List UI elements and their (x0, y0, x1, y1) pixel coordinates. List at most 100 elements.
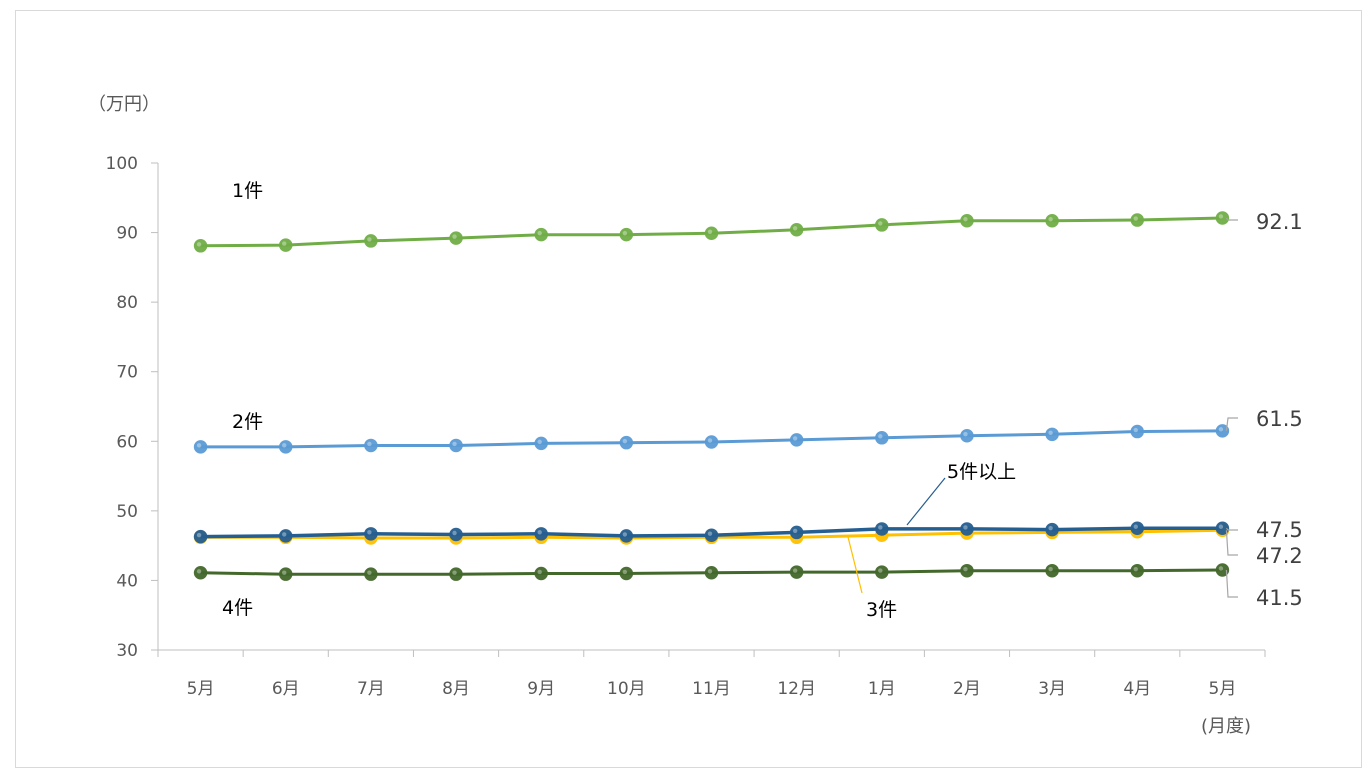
data-point-highlight (1218, 214, 1224, 219)
end-value-label: 47.5 (1256, 518, 1303, 542)
data-point (960, 213, 974, 228)
data-point (1045, 427, 1059, 442)
data-point (1215, 521, 1230, 535)
data-point (789, 525, 804, 540)
data-point-highlight (282, 532, 287, 537)
data-point-highlight (537, 530, 542, 535)
data-point (875, 431, 889, 445)
data-point (1215, 424, 1230, 438)
data-point-highlight (1218, 427, 1224, 432)
x-tick-label: 1月 (868, 679, 896, 699)
axes: 30 40 50 60 70 80 90 100 5月 6月 7月 8月 9月 10月 11月 12月 1月 2月… (88, 94, 1266, 737)
leader-line-3 (847, 536, 863, 594)
data-point (449, 567, 463, 581)
data-point-highlight (282, 241, 287, 246)
data-point (960, 428, 974, 443)
data-point (619, 435, 634, 450)
y-tick-label: 30 (116, 641, 138, 661)
data-point-highlight (196, 569, 202, 574)
data-point-highlight (537, 569, 542, 575)
series-name-label: 2件 (232, 411, 263, 433)
data-point (1045, 522, 1059, 537)
series-name-label: 1件 (232, 180, 263, 202)
data-point-highlight (1048, 430, 1053, 436)
y-tick-label: 100 (106, 154, 138, 174)
data-point-highlight (1048, 217, 1053, 222)
data-point-highlight (1048, 566, 1053, 572)
x-tick-label: 10月 (607, 679, 646, 699)
x-tick-label: 9月 (527, 679, 555, 699)
data-point-highlight (1218, 524, 1224, 529)
data-point-highlight (537, 439, 542, 445)
data-point-highlight (622, 438, 628, 444)
leader-line-5 (906, 477, 946, 526)
data-point-highlight (963, 217, 968, 222)
data-point (364, 567, 378, 581)
data-point-highlight (1218, 566, 1224, 571)
end-value-label: 47.2 (1256, 544, 1303, 568)
data-point-highlight (367, 570, 372, 575)
data-point (534, 527, 548, 541)
end-label-leader (1225, 569, 1238, 598)
x-axis-unit: (月度) (1201, 716, 1251, 737)
data-point (1130, 424, 1145, 439)
data-point (875, 565, 889, 579)
data-point (193, 529, 208, 544)
data-point-highlight (1048, 525, 1053, 531)
data-point-highlight (963, 432, 968, 437)
data-point-highlight (878, 568, 883, 573)
data-point (364, 527, 378, 541)
data-point (449, 438, 463, 453)
data-point-highlight (963, 525, 968, 530)
data-point (278, 529, 293, 543)
data-point-highlight (367, 530, 372, 535)
end-value-label: 61.5 (1256, 407, 1303, 431)
data-point (875, 522, 889, 536)
data-point-highlight (452, 234, 457, 239)
data-point-highlight (707, 531, 713, 536)
y-tick-label: 80 (116, 293, 138, 313)
chart-frame (15, 10, 1362, 768)
x-tick-label: 11月 (692, 679, 731, 699)
data-point-highlight (537, 230, 542, 236)
data-point (704, 435, 719, 449)
series-name-label: 4件 (222, 597, 253, 619)
end-value-label: 92.1 (1256, 210, 1303, 234)
data-point-highlight (452, 570, 457, 575)
data-point (1215, 211, 1230, 225)
x-tick-label: 8月 (442, 679, 470, 699)
x-tick-label: 6月 (272, 679, 300, 699)
data-point (1130, 521, 1145, 535)
data-point-highlight (792, 568, 798, 573)
data-point (278, 567, 293, 581)
x-tick-label: 12月 (777, 679, 816, 699)
labels: 1件 2件 3件 5件以上 4件 92.1 61.5 47.247.5 41.5 (222, 180, 1303, 621)
data-point-highlight (792, 528, 798, 534)
data-point-highlight (196, 532, 202, 538)
data-point-highlight (707, 438, 713, 443)
data-point (534, 227, 548, 242)
data-point (960, 522, 974, 536)
data-point-highlight (1133, 427, 1138, 433)
data-point-highlight (452, 441, 457, 447)
data-point-highlight (622, 569, 628, 575)
data-point-highlight (792, 226, 798, 231)
data-point (789, 565, 804, 579)
data-point (960, 563, 974, 578)
data-point-highlight (1133, 524, 1138, 529)
data-point (534, 566, 548, 581)
data-point-highlight (452, 530, 457, 536)
x-tick-label: 4月 (1123, 679, 1151, 699)
y-tick-label: 90 (116, 224, 138, 244)
y-axis-unit: （万円） (88, 94, 160, 115)
data-point-highlight (367, 441, 372, 447)
end-label-leader (1225, 417, 1238, 431)
data-point-highlight (707, 229, 713, 234)
data-point-highlight (707, 569, 713, 574)
data-point-highlight (1133, 566, 1138, 572)
x-tick-label: 5月 (1209, 679, 1237, 699)
y-tick-label: 70 (116, 363, 138, 383)
data-point-highlight (622, 230, 628, 236)
data-point (278, 440, 293, 454)
